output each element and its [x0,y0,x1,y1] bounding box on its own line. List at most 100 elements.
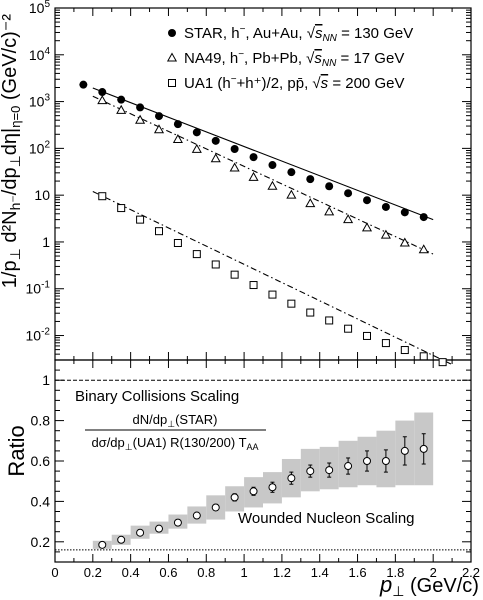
data-point-square [419,352,428,361]
x-tick-label: 2.2 [462,565,480,580]
y-tick-label: 10 [34,187,50,203]
ratio-data-point [136,528,145,537]
x-tick-label: 1.6 [349,565,367,580]
y-tick-label: 102 [29,139,51,156]
ratio-data-point [249,487,258,496]
ratio-y-tick-label: 0.2 [31,534,51,550]
data-point-triangle [116,104,127,114]
data-point-square [211,260,220,269]
data-point-triangle [191,143,202,153]
formula-denominator: dσ/dp⊥(UA1) R(130/200) TAA [91,435,258,452]
ratio-data-point [363,457,371,465]
data-point-circle [173,120,182,129]
formula-numerator: dN/dp⊥(STAR) [133,412,218,429]
ratio-data-point [287,474,296,483]
data-point-triangle [267,180,278,190]
data-point-triangle [210,153,221,163]
data-point-square [363,331,371,340]
y-tick-label: 10-2 [26,327,51,344]
data-point-square [287,299,296,308]
data-point-square [381,339,390,348]
data-point-triangle [361,222,373,232]
fit-line-square [92,190,453,366]
y-tick-label: 1 [42,234,50,250]
data-point-circle [400,208,409,217]
ratio-data-point [400,446,409,455]
data-point-square [438,358,447,367]
data-point-circle [268,161,277,170]
y-tick-label: 103 [29,93,51,110]
fit-line-circle [92,87,434,221]
data-point-triangle [343,214,354,224]
data-point-square [136,215,145,224]
x-tick-label: 0.2 [84,565,102,580]
ratio-data-point [192,511,201,520]
x-tick-label: 2 [430,565,437,580]
data-point-square [249,281,258,290]
ratio-data-point [155,524,163,533]
data-point-square [155,227,163,236]
legend-marker-square [168,79,176,87]
data-point-square [325,316,334,325]
data-point-triangle [324,206,335,216]
data-point-circle [287,168,296,177]
y-tick-label: 104 [29,46,51,63]
data-point-circle [136,103,145,112]
data-point-triangle [172,133,183,143]
y-tick-label: 10-1 [26,280,51,297]
ratio-data-point [268,483,277,492]
data-point-triangle [153,124,165,134]
wounded-scaling-label: Wounded Nucleon Scaling [238,510,415,527]
data-point-square [230,270,239,279]
ratio-y-tick-label: 0.6 [31,453,51,469]
legend-label-square: UA1 (h−+h⁺)/2, pp̄, √s = 200 GeV [184,74,404,92]
binary-scaling-label: Binary Collisions Scaling [75,388,239,405]
data-point-triangle [399,237,410,247]
ratio-y-tick-label: 1 [42,372,50,388]
fit-line-triangle [92,95,434,255]
data-point-square [344,324,353,333]
data-point-circle [230,144,239,153]
data-point-circle [117,95,126,104]
x-tick-label: 0.6 [159,565,177,580]
x-tick-label: 1.8 [386,565,404,580]
data-point-triangle [380,229,391,239]
ratio-data-point [381,457,390,465]
data-point-circle [306,175,315,184]
x-tick-label: 0 [51,565,58,580]
ratio-y-tick-label: 0.8 [31,413,51,429]
data-point-circle [249,153,258,162]
ratio-data-point [306,467,315,476]
ratio-y-tick-label: 0.4 [31,493,51,509]
data-point-circle [79,80,88,89]
data-point-square [400,346,409,355]
data-point-square [268,290,277,299]
data-point-circle [325,182,334,191]
data-point-triangle [135,114,146,124]
data-point-square [306,308,315,317]
legend-label-circle: STAR, h−, Au+Au, √sNN = 130 GeV [184,24,413,44]
x-tick-label: 0.8 [197,565,215,580]
data-point-triangle [286,189,297,199]
legend-label-triangle: NA49, h−, Pb+Pb, √sNN = 17 GeV [184,49,404,69]
legend-marker-circle [168,29,176,37]
data-point-triangle [97,95,108,105]
data-point-square [173,238,182,247]
ratio-data-point [117,535,126,544]
ratio-data-point [325,466,334,475]
ratio-axis-title: Ratio [4,425,29,476]
data-point-triangle [418,244,429,254]
data-point-triangle [229,162,240,172]
ratio-data-point [419,444,428,453]
data-point-square [117,204,126,213]
data-point-square [192,250,201,259]
data-point-circle [98,88,107,97]
ratio-data-point [98,540,107,549]
data-point-circle [419,213,428,222]
x-tick-label: 0.4 [122,565,140,580]
ratio-data-point [173,518,182,527]
data-point-circle [211,136,220,145]
x-axis-title: p⊥ (GeV/c) [379,572,479,599]
ratio-data-point [344,462,353,471]
